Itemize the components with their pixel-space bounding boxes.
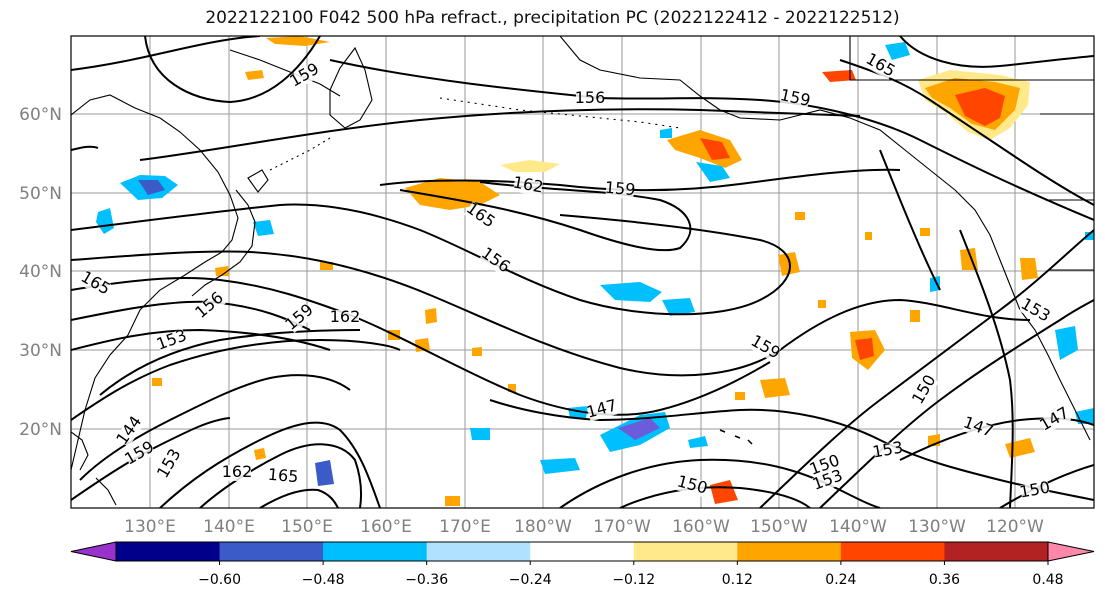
lat-label: 40°N xyxy=(19,262,62,282)
colorbar-tick-label: −0.24 xyxy=(509,572,552,588)
contour-label: 165 xyxy=(267,465,299,487)
contour-label-bg xyxy=(1019,480,1051,502)
latitude-labels: 60°N 50°N 40°N 30°N 20°N xyxy=(19,105,62,440)
colorbar-segment xyxy=(633,542,738,561)
contour-label-bg xyxy=(156,328,188,354)
precipitation-shading xyxy=(96,36,1094,506)
colorbar-tick-label: −0.36 xyxy=(405,572,448,588)
lon-label: 160°E xyxy=(360,517,412,537)
contour-label: 162 xyxy=(330,307,361,326)
colorbar-extend-max xyxy=(1047,541,1095,562)
contour-label-bg xyxy=(1018,297,1052,325)
colorbar-tick-label: −0.48 xyxy=(302,572,345,588)
contour-label-bg xyxy=(115,414,145,448)
contour-label: 159 xyxy=(604,178,636,200)
lon-label: 180°W xyxy=(514,517,572,537)
colorbar-segment xyxy=(219,542,324,561)
contour-label-bg xyxy=(123,440,157,468)
contour-label-bg xyxy=(223,465,251,481)
contour-label-bg xyxy=(872,440,904,462)
contour-label-bg xyxy=(478,246,512,276)
contour-label-bg xyxy=(863,52,897,80)
contour-label-bg xyxy=(676,474,708,498)
contour-label-bg xyxy=(156,447,184,481)
lon-label: 170°W xyxy=(593,517,651,537)
lon-label: 160°W xyxy=(672,517,730,537)
contour-label: 162 xyxy=(222,462,253,481)
colorbar-segment xyxy=(426,542,531,561)
lon-label: 140°W xyxy=(829,517,887,537)
lat-label: 50°N xyxy=(19,184,62,204)
contour-label-bg xyxy=(809,453,841,479)
contour-label-bg xyxy=(779,88,811,110)
coastlines xyxy=(71,36,1094,506)
refractivity-contours xyxy=(71,36,1094,508)
colorbar-segment xyxy=(530,542,635,561)
contour-label-bg xyxy=(268,467,298,487)
lon-label: 170°E xyxy=(439,517,491,537)
contour-label-bg xyxy=(284,302,316,334)
contour-label-bg xyxy=(78,270,112,298)
colorbar-segment xyxy=(840,542,945,561)
colorbar-tick-label: 0.48 xyxy=(1032,572,1063,588)
colorbar-tick-label: −0.60 xyxy=(198,572,241,588)
colorbar-tick-label: 0.12 xyxy=(722,572,753,588)
contour-label-bg xyxy=(463,201,497,231)
graticule xyxy=(71,36,1094,508)
lon-label: 120°W xyxy=(986,517,1044,537)
colorbar-segment xyxy=(323,542,428,561)
colorbar: −0.60 −0.48 −0.36 −0.24 −0.12 0.12 0.24 0.36 0.4… xyxy=(70,541,1095,588)
colorbar-frame xyxy=(115,541,1049,562)
contour-label-bg xyxy=(605,180,635,200)
contour-label-bg xyxy=(288,62,322,90)
lon-label: 150°W xyxy=(750,517,808,537)
lon-label: 140°E xyxy=(203,517,255,537)
contour-label: 156 xyxy=(575,88,606,107)
colorbar-tick-label: −0.12 xyxy=(612,572,655,588)
colorbar-segment xyxy=(116,542,221,561)
lat-label: 30°N xyxy=(19,341,62,361)
map-frame xyxy=(70,35,1095,509)
colorbar-segment xyxy=(944,542,1049,561)
contour-label-bg xyxy=(331,310,359,326)
contour-label-bg xyxy=(194,290,226,322)
contour-label-bg xyxy=(748,334,782,362)
longitude-labels: 130°E 140°E 150°E 160°E 170°E 180°W 170°… xyxy=(124,517,1044,537)
contour-label-bg xyxy=(812,468,844,494)
contour-label-bg xyxy=(1038,406,1072,434)
contour-label-bg xyxy=(576,91,604,107)
colorbar-tick-label: 0.36 xyxy=(929,572,960,588)
contour-label-bg xyxy=(512,175,544,197)
lon-label: 150°E xyxy=(281,517,333,537)
contour-label-bg xyxy=(962,415,994,441)
colorbar-segment xyxy=(737,542,842,561)
lon-label: 130°E xyxy=(124,517,176,537)
contour-label-bg xyxy=(586,398,618,422)
contour-label-bg xyxy=(911,373,939,407)
colorbar-extend-min xyxy=(70,541,117,562)
lon-label: 130°W xyxy=(908,517,966,537)
lat-label: 60°N xyxy=(19,105,62,125)
lat-label: 20°N xyxy=(19,420,62,440)
colorbar-tick-label: 0.24 xyxy=(825,572,856,588)
chart-title: 2022122100 F042 500 hPa refract., precip… xyxy=(205,8,900,28)
